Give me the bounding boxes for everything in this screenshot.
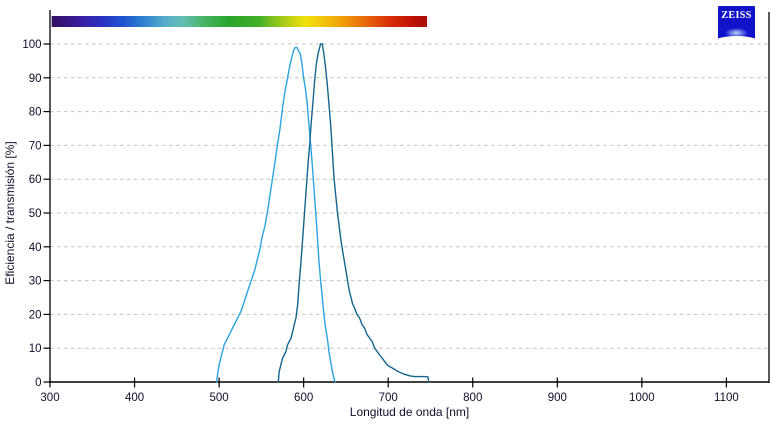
x-tick-label: 1000: [629, 392, 655, 404]
x-tick-label: 800: [463, 392, 482, 404]
y-tick-label: 0: [35, 377, 41, 389]
x-axis-title: Longitud de onda [nm]: [350, 405, 469, 419]
y-tick-label: 20: [29, 309, 42, 321]
x-tick-label: 300: [40, 392, 59, 404]
y-tick-label: 90: [29, 73, 42, 85]
zeiss-logo-label: ZEISS: [721, 10, 752, 21]
y-tick-label: 80: [29, 107, 42, 119]
y-tick-label: 30: [29, 276, 42, 288]
emission-spectrum-curve: [277, 43, 430, 383]
x-tick-label: 1100: [714, 392, 739, 404]
y-tick-label: 100: [22, 39, 41, 51]
visible-spectrum-bar: [51, 16, 428, 27]
zeiss-logo: ZEISS: [718, 6, 755, 40]
y-tick-label: 70: [29, 140, 42, 152]
y-tick-label: 50: [29, 208, 42, 220]
y-tick-label: 60: [29, 174, 42, 186]
x-tick-label: 900: [548, 392, 567, 404]
x-tick-label: 700: [379, 392, 398, 404]
lens-flare-glow: [724, 28, 749, 38]
x-tick-label: 600: [294, 392, 313, 404]
lens-flare-arc-icon: [718, 36, 755, 40]
x-tick-label: 500: [210, 392, 229, 404]
y-axis-title: Eficiencia / transmisión [%]: [3, 141, 17, 284]
y-tick-label: 10: [29, 343, 42, 355]
excitation-spectrum-curve: [215, 46, 336, 383]
y-tick-label: 40: [29, 242, 42, 254]
x-tick-label: 400: [125, 392, 144, 404]
